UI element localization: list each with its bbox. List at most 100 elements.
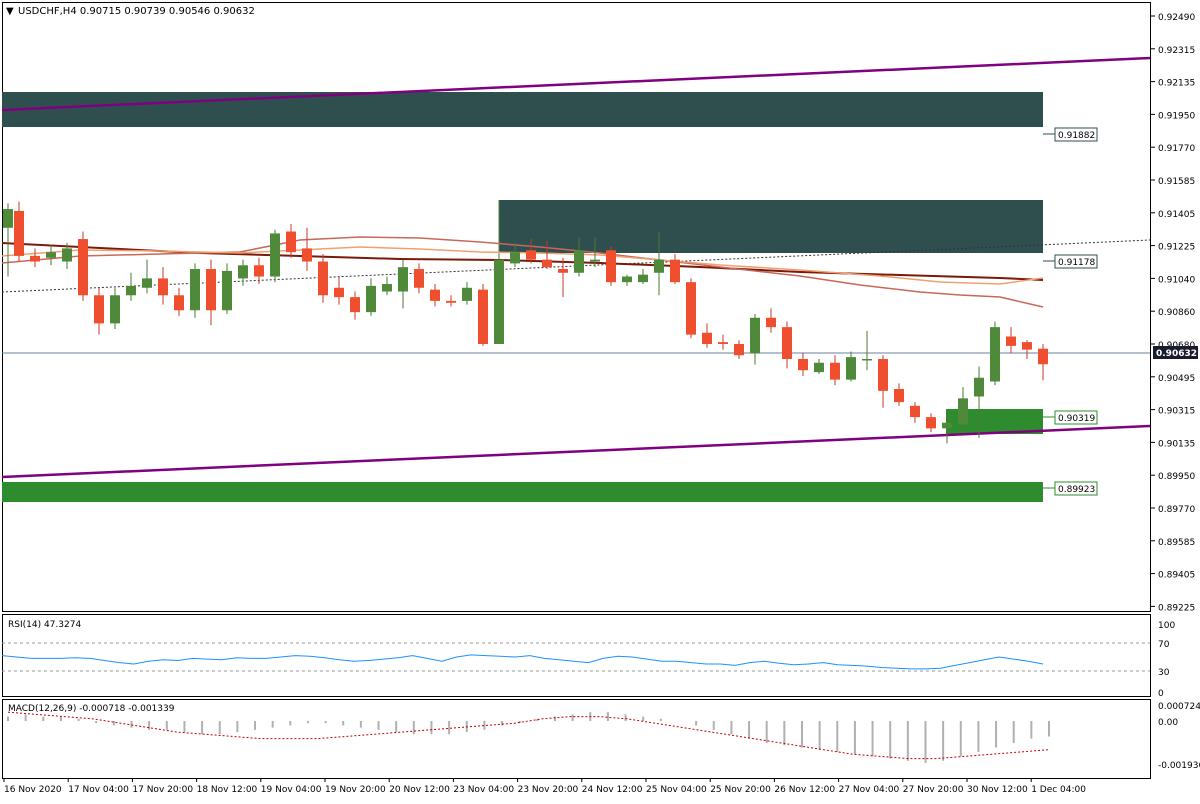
time-tick-label: 17 Nov 04:00 xyxy=(68,785,129,795)
price-tick-label: 0.90860 xyxy=(1158,308,1195,318)
header-arrow-icon[interactable]: ▼ xyxy=(6,6,14,17)
time-tick-label: 27 Nov 20:00 xyxy=(903,785,964,795)
candle-body xyxy=(590,259,600,262)
candle-body xyxy=(430,289,440,301)
candle-body xyxy=(734,344,744,356)
price-tick-label: 0.90135 xyxy=(1158,439,1195,449)
candle-body xyxy=(94,295,104,324)
candle-body xyxy=(766,317,776,328)
candle-body xyxy=(974,377,984,397)
zone-level-label: 0.91882 xyxy=(1058,131,1095,141)
time-tick-label: 24 Nov 12:00 xyxy=(582,785,643,795)
zone-level-box xyxy=(1054,410,1098,425)
candle-body xyxy=(350,297,360,313)
candle-body xyxy=(46,252,56,258)
zone-level-box xyxy=(1054,254,1098,269)
candle-body xyxy=(990,327,1000,382)
price-tick-label: 0.91225 xyxy=(1158,243,1195,253)
candle-body xyxy=(110,295,120,324)
candle-body xyxy=(334,287,344,298)
time-tick-label: 23 Nov 04:00 xyxy=(453,785,514,795)
candle-body xyxy=(1006,336,1016,346)
candle-body xyxy=(670,259,680,283)
candle-body xyxy=(1038,348,1048,365)
candle-body xyxy=(606,250,616,283)
zone-level-box xyxy=(1054,481,1098,496)
candle-body xyxy=(574,250,584,273)
current-price-badge xyxy=(1153,346,1198,359)
candle-body xyxy=(302,248,312,262)
current-price-label: 0.90632 xyxy=(1156,349,1197,359)
rsi-level-label: 30 xyxy=(1158,668,1170,678)
rsi-level-label: 70 xyxy=(1158,640,1170,650)
time-tick-label: 19 Nov 04:00 xyxy=(261,785,322,795)
candle-body xyxy=(878,358,888,391)
channel-upper-line xyxy=(1,56,1151,112)
candle-body xyxy=(830,362,840,380)
time-tick-label: 16 Nov 2020 xyxy=(4,785,62,795)
price-tick-label: 0.92490 xyxy=(1158,13,1195,23)
zone-level-label: 0.90319 xyxy=(1058,414,1095,424)
time-tick-label: 30 Nov 12:00 xyxy=(967,785,1028,795)
ma-fast-line xyxy=(1,246,1044,285)
candle-body xyxy=(686,282,696,335)
price-tick-label: 0.92135 xyxy=(1158,79,1195,89)
time-tick-label: 25 Nov 04:00 xyxy=(646,785,707,795)
price-tick-label: 0.91950 xyxy=(1158,111,1195,121)
zone-level-label: 0.89923 xyxy=(1058,485,1095,495)
candle-body xyxy=(782,327,792,359)
rsi-header: RSI(14) 47.3274 xyxy=(8,620,81,630)
candle-body xyxy=(750,317,760,354)
time-tick-label: 20 Nov 12:00 xyxy=(389,785,450,795)
rsi-level-label: 100 xyxy=(1158,621,1175,631)
time-tick-label: 27 Nov 04:00 xyxy=(839,785,900,795)
candle-body xyxy=(558,269,568,273)
candle-body xyxy=(62,248,72,262)
dotted-trend-line xyxy=(1,239,1151,293)
candle-body xyxy=(14,210,24,256)
candle-body xyxy=(654,259,664,273)
candle-body xyxy=(382,284,392,292)
candle-body xyxy=(926,417,936,429)
candle-body xyxy=(206,269,216,311)
supply-zone-mid xyxy=(499,200,1043,253)
candle-body xyxy=(286,231,296,253)
candle-body xyxy=(78,239,88,296)
macd-header: MACD(12,26,9) -0.000718 -0.001339 xyxy=(8,704,175,714)
candle-body xyxy=(862,358,872,361)
candle-body xyxy=(846,357,856,380)
candle-body xyxy=(318,261,328,296)
candle-body xyxy=(894,388,904,403)
channel-lower-line xyxy=(1,424,1151,479)
candle-body xyxy=(126,285,136,296)
zone-level-box xyxy=(1054,127,1098,142)
price-tick-label: 0.89585 xyxy=(1158,538,1195,548)
time-tick-label: 25 Nov 20:00 xyxy=(710,785,771,795)
candle-body xyxy=(718,342,728,344)
candle-body xyxy=(942,422,952,429)
candle-body xyxy=(30,255,40,262)
candle-body xyxy=(158,278,168,296)
candle-body xyxy=(446,300,456,303)
symbol-header: USDCHF,H4 0.90715 0.90739 0.90546 0.9063… xyxy=(18,6,255,17)
price-tick-label: 0.91585 xyxy=(1158,177,1195,187)
candle-body xyxy=(190,269,200,311)
time-tick-label: 26 Nov 12:00 xyxy=(774,785,835,795)
price-tick-label: 0.89950 xyxy=(1158,472,1195,482)
price-tick-label: 0.91040 xyxy=(1158,275,1195,285)
price-tick-label: 0.89225 xyxy=(1158,603,1195,613)
candle-body xyxy=(366,285,376,313)
time-tick-label: 1 Dec 04:00 xyxy=(1031,785,1086,795)
candle-body xyxy=(702,332,712,344)
macd-axis-label: 0.000724 xyxy=(1158,702,1200,712)
candle-body xyxy=(142,278,152,288)
rsi-line xyxy=(1,654,1044,670)
candle-body xyxy=(494,259,504,344)
demand-zone-lower xyxy=(2,482,1043,502)
macd-panel xyxy=(2,699,1151,779)
candle-body xyxy=(414,269,424,288)
time-tick-label: 18 Nov 12:00 xyxy=(197,785,258,795)
candle-body xyxy=(238,265,248,279)
